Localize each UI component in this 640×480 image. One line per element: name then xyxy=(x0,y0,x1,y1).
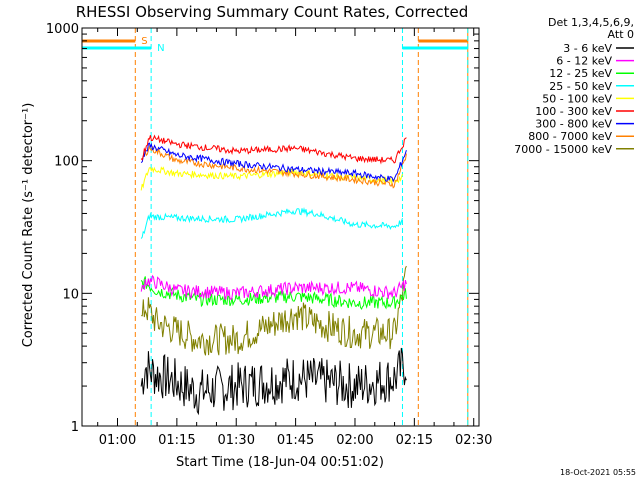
legend-entry-label: 12 - 25 keV xyxy=(549,67,612,80)
y-axis-label: Corrected Count Rate (s⁻¹ detector⁻¹) xyxy=(21,103,36,348)
x-tick-label: 02:30 xyxy=(455,433,492,448)
y-tick-label: 1000 xyxy=(46,22,79,37)
series-line-2 xyxy=(140,276,407,311)
series-layer xyxy=(140,134,407,416)
legend-entry-label: 6 - 12 keV xyxy=(556,55,612,68)
series-line-3 xyxy=(140,207,403,239)
legend-header-line-2: Att 0 xyxy=(608,28,634,41)
legend-entry-label: 50 - 100 keV xyxy=(542,92,612,105)
legend-entry-label: 3 - 6 keV xyxy=(563,42,612,55)
annotation-n: N xyxy=(157,43,164,54)
series-line-0 xyxy=(140,347,407,416)
y-tick-label: 1 xyxy=(71,420,79,435)
legend-entry-label: 25 - 50 keV xyxy=(549,80,612,93)
legend-entry-label: 300 - 800 keV xyxy=(535,118,612,131)
x-tick-label: 02:00 xyxy=(336,433,373,448)
legend-entry-label: 800 - 7000 keV xyxy=(528,130,612,143)
series-line-1 xyxy=(140,274,407,301)
x-tick-label: 01:30 xyxy=(218,433,255,448)
footer-timestamp: 18-Oct-2021 05:55 xyxy=(560,468,636,477)
x-tick-label: 01:00 xyxy=(99,433,136,448)
legend-entry-label: 7000 - 15000 keV xyxy=(514,143,612,156)
x-axis-ticks: 01:00 01:15 01:30 01:45 02:00 02:15 02:30 xyxy=(97,28,492,448)
series-line-5 xyxy=(140,134,407,165)
x-tick-label: 02:15 xyxy=(396,433,433,448)
annotation-s: S xyxy=(141,36,147,47)
series-line-8 xyxy=(141,265,407,356)
annotation-layer: SN xyxy=(141,36,164,54)
y-tick-label: 100 xyxy=(54,155,79,170)
chart-title: RHESSI Observing Summary Count Rates, Co… xyxy=(76,3,469,21)
x-axis-label: Start Time (18-Jun-04 00:51:02) xyxy=(176,455,384,470)
legend-entry-label: 100 - 300 keV xyxy=(535,105,612,118)
x-tick-label: 01:45 xyxy=(277,433,314,448)
x-tick-label: 01:15 xyxy=(158,433,195,448)
status-intervals xyxy=(81,28,469,426)
y-tick-label: 10 xyxy=(62,287,79,302)
legend-header-line-1: Det 1,3,4,5,6,9, xyxy=(548,16,634,29)
y-axis-ticks: 1 10 100 1000 xyxy=(46,22,479,435)
series-line-6 xyxy=(140,142,407,183)
series-line-7 xyxy=(140,144,407,189)
plot-frame xyxy=(81,27,480,427)
